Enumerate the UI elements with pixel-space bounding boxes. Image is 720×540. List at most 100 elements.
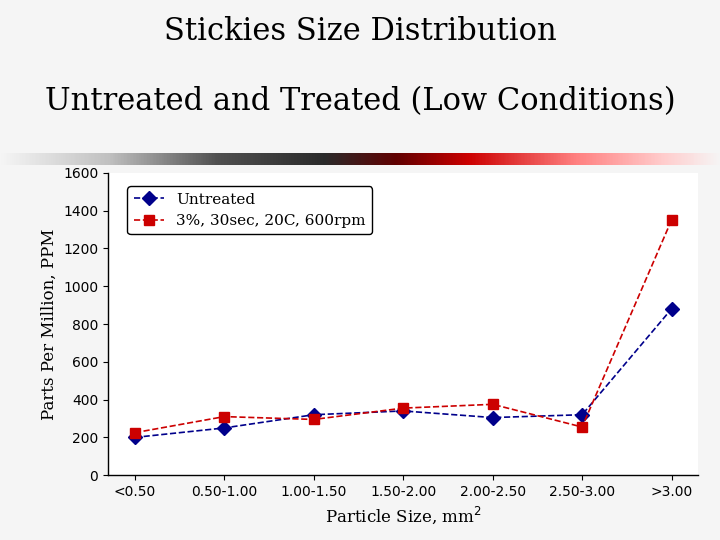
Bar: [217, 153, 218, 165]
Bar: [684, 153, 685, 165]
Bar: [700, 153, 701, 165]
Bar: [257, 153, 258, 165]
Bar: [176, 153, 177, 165]
Bar: [151, 153, 153, 165]
Untreated: [399, 408, 408, 414]
Bar: [672, 153, 674, 165]
Bar: [619, 153, 621, 165]
Bar: [377, 153, 378, 165]
Bar: [323, 153, 325, 165]
Bar: [224, 153, 225, 165]
X-axis label: Particle Size, mm$^2$: Particle Size, mm$^2$: [325, 504, 482, 526]
Bar: [626, 153, 628, 165]
Bar: [549, 153, 550, 165]
Bar: [150, 153, 151, 165]
Bar: [270, 153, 271, 165]
Bar: [600, 153, 602, 165]
Bar: [55, 153, 56, 165]
Bar: [312, 153, 313, 165]
Bar: [336, 153, 338, 165]
Bar: [127, 153, 128, 165]
Bar: [401, 153, 402, 165]
Bar: [603, 153, 605, 165]
Bar: [214, 153, 215, 165]
Bar: [487, 153, 489, 165]
Bar: [476, 153, 477, 165]
Bar: [167, 153, 168, 165]
Bar: [128, 153, 130, 165]
Bar: [84, 153, 85, 165]
Bar: [470, 153, 472, 165]
Bar: [315, 153, 316, 165]
Bar: [683, 153, 684, 165]
Bar: [102, 153, 104, 165]
Bar: [464, 153, 466, 165]
Bar: [505, 153, 506, 165]
Bar: [592, 153, 593, 165]
Bar: [407, 153, 408, 165]
Bar: [531, 153, 532, 165]
Bar: [392, 153, 394, 165]
Bar: [369, 153, 371, 165]
Bar: [24, 153, 26, 165]
Bar: [75, 153, 76, 165]
Bar: [23, 153, 24, 165]
Bar: [59, 153, 60, 165]
Bar: [143, 153, 144, 165]
Bar: [208, 153, 210, 165]
Bar: [365, 153, 366, 165]
Bar: [652, 153, 654, 165]
Bar: [247, 153, 248, 165]
Bar: [503, 153, 505, 165]
Bar: [96, 153, 98, 165]
Bar: [550, 153, 552, 165]
Bar: [115, 153, 117, 165]
Bar: [72, 153, 73, 165]
Bar: [345, 153, 346, 165]
Bar: [480, 153, 482, 165]
Bar: [17, 153, 19, 165]
Bar: [241, 153, 243, 165]
Bar: [434, 153, 436, 165]
Bar: [300, 153, 302, 165]
Bar: [88, 153, 89, 165]
Bar: [557, 153, 559, 165]
Bar: [560, 153, 562, 165]
Bar: [39, 153, 40, 165]
Bar: [641, 153, 642, 165]
Bar: [675, 153, 677, 165]
Bar: [81, 153, 82, 165]
Bar: [570, 153, 572, 165]
Bar: [221, 153, 222, 165]
Bar: [714, 153, 716, 165]
Bar: [58, 153, 59, 165]
Bar: [277, 153, 279, 165]
Untreated: [310, 411, 318, 418]
Bar: [332, 153, 333, 165]
Bar: [349, 153, 351, 165]
Bar: [156, 153, 157, 165]
Bar: [68, 153, 69, 165]
Bar: [10, 153, 12, 165]
Bar: [647, 153, 648, 165]
Bar: [678, 153, 680, 165]
Bar: [596, 153, 598, 165]
Bar: [575, 153, 576, 165]
Bar: [624, 153, 625, 165]
Bar: [46, 153, 48, 165]
Bar: [625, 153, 626, 165]
Bar: [49, 153, 50, 165]
Bar: [498, 153, 499, 165]
Bar: [86, 153, 88, 165]
Bar: [186, 153, 188, 165]
Bar: [6, 153, 7, 165]
Bar: [154, 153, 156, 165]
Bar: [289, 153, 290, 165]
Bar: [330, 153, 332, 165]
Bar: [356, 153, 358, 165]
Bar: [469, 153, 470, 165]
Bar: [492, 153, 493, 165]
Bar: [556, 153, 557, 165]
Bar: [212, 153, 214, 165]
Bar: [554, 153, 556, 165]
